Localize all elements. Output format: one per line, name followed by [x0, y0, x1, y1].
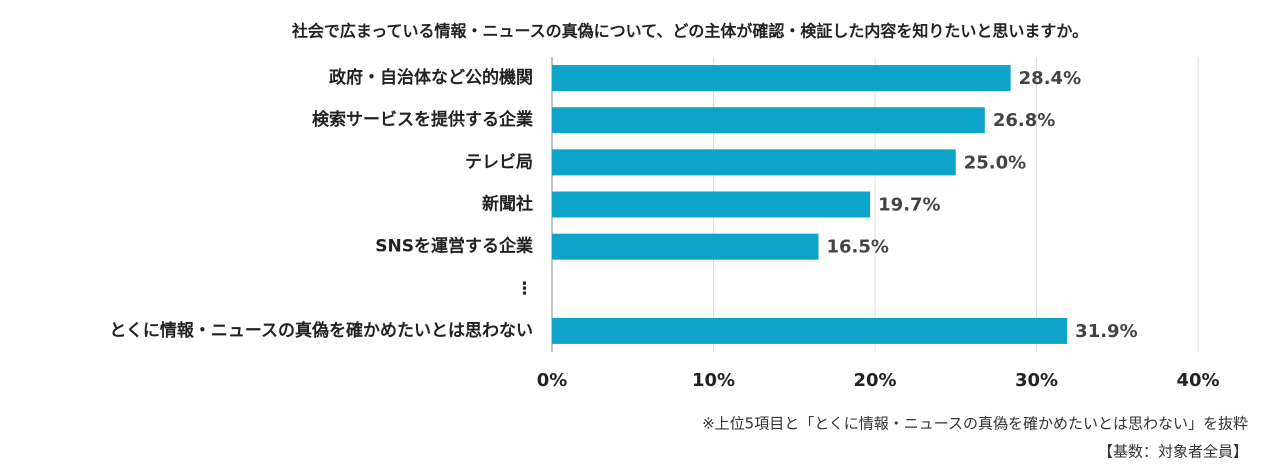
note: ※上位5項目と「とくに情報・ニュースの真偽を確かめたいとは思わない」を抜粋 — [702, 415, 1248, 433]
bar — [552, 107, 985, 134]
y-tick-label: 政府・自治体など公的機関 — [329, 67, 533, 88]
y-tick-label: とくに情報・ニュースの真偽を確かめたいとは思わない — [109, 320, 533, 341]
bar — [552, 149, 956, 176]
x-tick-label: 40% — [1176, 370, 1219, 391]
y-tick-label: 新聞社 — [482, 194, 533, 215]
bar — [552, 317, 1068, 344]
bar — [552, 191, 871, 218]
value-label: 28.4% — [1019, 68, 1081, 89]
x-tick-label: 0% — [537, 370, 568, 391]
y-tick-label: ⋮ — [516, 279, 533, 299]
bar — [552, 233, 819, 260]
y-tick-label: テレビ局 — [465, 152, 533, 172]
value-label: 31.9% — [1075, 321, 1137, 342]
value-label: 26.8% — [993, 110, 1055, 131]
x-tick-label: 30% — [1015, 370, 1058, 391]
value-label: 16.5% — [826, 237, 888, 258]
x-tick-label: 20% — [853, 370, 896, 391]
x-tick-label: 10% — [692, 370, 735, 391]
y-tick-label: SNSを運営する企業 — [375, 236, 533, 257]
chart-title: 社会で広まっている情報・ニュースの真偽について、どの主体が確認・検証した内容を知… — [291, 22, 1088, 41]
value-label: 19.7% — [878, 195, 940, 216]
bar — [552, 65, 1011, 92]
value-label: 25.0% — [964, 152, 1026, 173]
note: 【基数：対象者全員】 — [1098, 443, 1248, 461]
y-tick-label: 検索サービスを提供する企業 — [312, 109, 533, 130]
